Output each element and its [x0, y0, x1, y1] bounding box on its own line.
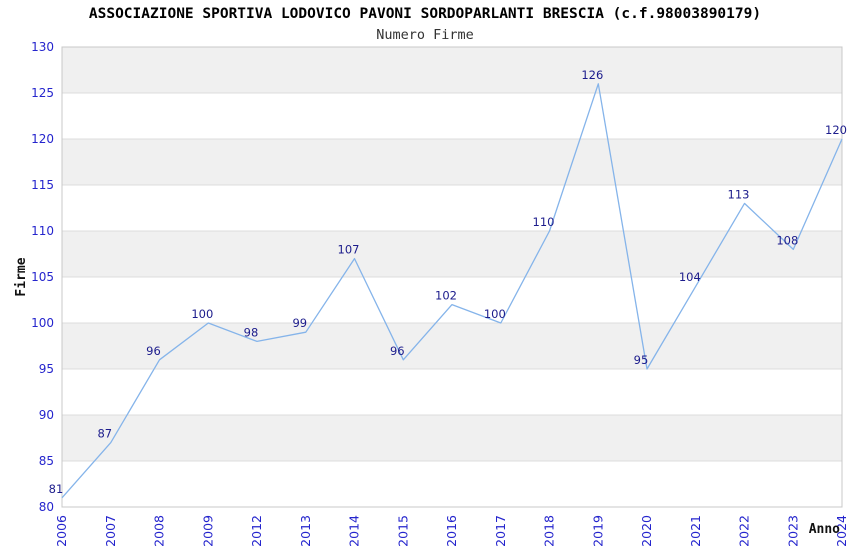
y-tick-label: 95 [39, 362, 54, 376]
y-axis-caption: Firme [14, 257, 29, 296]
x-tick-label: 2009 [200, 515, 215, 547]
y-tick-label: 110 [31, 224, 54, 238]
chart-subtitle: Numero Firme [376, 27, 474, 43]
x-tick-label: 2007 [103, 515, 118, 547]
x-tick-label: 2024 [834, 515, 849, 547]
value-label: 96 [146, 344, 161, 358]
y-tick-label: 125 [31, 86, 54, 100]
x-tick-label: 2023 [785, 515, 800, 547]
x-axis-caption: Anno [809, 522, 840, 537]
x-tick-label: 2006 [54, 515, 69, 547]
value-label: 120 [825, 123, 847, 137]
value-label: 113 [728, 187, 750, 201]
band-row [62, 323, 842, 369]
y-tick-label: 130 [31, 40, 54, 54]
y-tick-label: 100 [31, 316, 54, 330]
x-tick-label: 2017 [493, 515, 508, 547]
chart-title: ASSOCIAZIONE SPORTIVA LODOVICO PAVONI SO… [88, 6, 762, 22]
x-tick-label: 2018 [542, 515, 557, 547]
value-label: 87 [97, 427, 112, 441]
x-tick-label: 2016 [444, 515, 459, 547]
x-tick-label: 2012 [249, 515, 264, 547]
data-line [61, 83, 843, 499]
y-tick-label: 115 [31, 178, 54, 192]
value-label: 95 [634, 353, 649, 367]
x-tick-label: 2021 [688, 515, 703, 547]
plot-border [61, 46, 843, 508]
value-label: 110 [533, 215, 555, 229]
x-tick-label: 2008 [152, 515, 167, 547]
band-row [62, 415, 842, 461]
y-tick-label: 85 [39, 454, 54, 468]
x-tick-label: 2019 [590, 515, 605, 547]
value-label: 108 [776, 233, 798, 247]
value-label: 98 [244, 325, 259, 339]
x-tick-label: 2020 [639, 515, 654, 547]
value-label: 104 [679, 270, 701, 284]
band-row [62, 231, 842, 277]
value-label: 126 [581, 68, 603, 82]
y-tick-label: 90 [39, 408, 54, 422]
x-tick-label: 2015 [395, 515, 410, 547]
value-label: 81 [49, 482, 64, 496]
x-tick-label: 2013 [298, 515, 313, 547]
y-tick-label: 80 [39, 500, 54, 514]
value-label: 107 [338, 243, 360, 257]
band-row [62, 139, 842, 185]
x-tick-label: 2014 [347, 515, 362, 547]
y-tick-label: 120 [31, 132, 54, 146]
value-label: 102 [435, 289, 457, 303]
value-label: 100 [191, 307, 213, 321]
value-label: 100 [484, 307, 506, 321]
x-tick-label: 2022 [737, 515, 752, 547]
value-label: 96 [390, 344, 405, 358]
value-label: 99 [292, 316, 307, 330]
band-row [62, 47, 842, 93]
y-tick-label: 105 [31, 270, 54, 284]
